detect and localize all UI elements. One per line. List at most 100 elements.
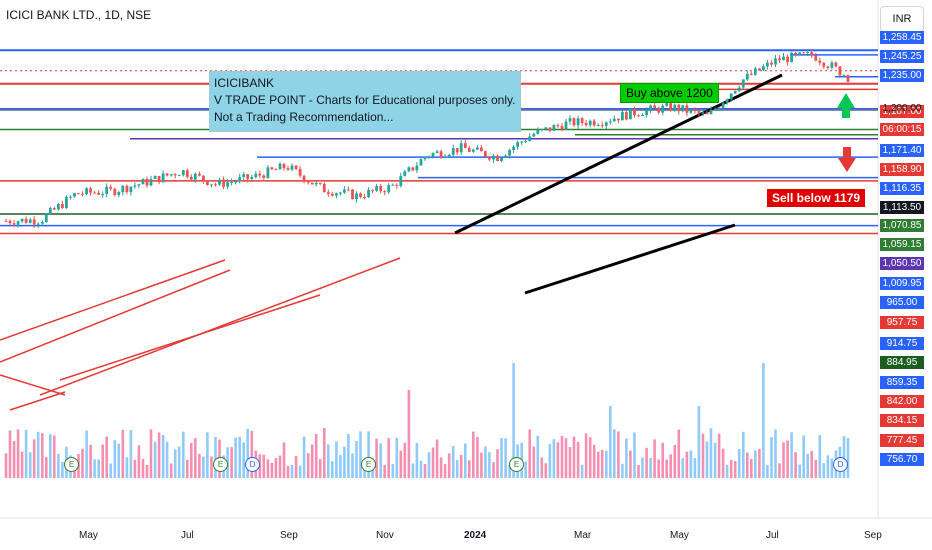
candle <box>387 183 391 195</box>
volume-bar <box>750 459 753 478</box>
volume-bar <box>657 459 660 478</box>
direction-arrows <box>837 93 856 172</box>
volume-bar <box>431 447 435 478</box>
volume-bar <box>12 441 16 478</box>
candle <box>161 170 165 183</box>
candle <box>40 220 44 226</box>
volume-bar <box>238 436 241 478</box>
trendline <box>524 223 736 295</box>
earnings-event-icon[interactable]: E <box>213 457 228 472</box>
volume-bar <box>363 464 366 478</box>
volume-bar <box>580 464 584 478</box>
volume-bar <box>846 437 850 478</box>
candle <box>705 110 709 115</box>
candle <box>516 140 519 150</box>
volume-bar <box>588 437 592 478</box>
candle-body <box>645 109 648 116</box>
x-tick-may: May <box>79 530 98 541</box>
candle <box>532 132 536 138</box>
candle-body <box>689 109 693 113</box>
candle-body <box>367 189 370 198</box>
candle-body <box>278 163 282 170</box>
volume-bar <box>423 464 427 478</box>
volume-bar <box>665 459 668 478</box>
earnings-event-icon[interactable]: E <box>64 457 79 472</box>
candle-body <box>717 107 721 109</box>
x-tick-nov: Nov <box>376 530 394 541</box>
trendline <box>59 294 321 381</box>
candle <box>36 222 40 228</box>
x-tick-mar: Mar <box>574 530 592 541</box>
candle <box>8 219 12 225</box>
dividend-event-icon[interactable]: D <box>245 457 260 472</box>
volume-bar <box>464 443 467 478</box>
price-axis-label: 884.95 <box>880 356 924 369</box>
volume-bar <box>298 465 302 478</box>
price-axis-label: 965.00 <box>880 296 924 309</box>
candle-body <box>621 111 624 121</box>
candle <box>786 54 789 66</box>
candle <box>69 195 72 200</box>
volume-bar <box>85 430 88 478</box>
volume-bar <box>451 446 455 478</box>
volume-bar <box>609 406 612 478</box>
candle-body <box>721 102 725 108</box>
candle <box>741 79 745 90</box>
candle-body <box>202 175 205 181</box>
candle <box>157 175 161 185</box>
volume-bar <box>302 436 306 478</box>
candle-body <box>141 179 145 185</box>
candle <box>842 74 846 78</box>
volume-bar <box>411 463 415 478</box>
candle-body <box>93 192 96 194</box>
candle <box>121 184 125 196</box>
volume-bar <box>57 454 60 478</box>
educational-note[interactable]: ICICIBANK V TRADE POINT - Charts for Edu… <box>209 71 521 132</box>
sell-callout[interactable]: Sell below 1179 <box>767 189 866 207</box>
buy-callout[interactable]: Buy above 1200 <box>620 83 719 103</box>
candle <box>463 139 467 149</box>
candle <box>625 111 628 121</box>
candle-body <box>520 141 524 143</box>
volume-bar <box>528 429 531 478</box>
candle <box>383 189 387 196</box>
candle <box>649 104 652 114</box>
candle <box>798 52 802 55</box>
candle-body <box>830 62 834 68</box>
volume-bar <box>165 441 169 478</box>
candle-body <box>733 90 737 94</box>
candle-body <box>85 188 88 194</box>
candle-body <box>177 175 181 177</box>
volume-bar <box>97 459 100 478</box>
candle-body <box>806 52 810 54</box>
candle <box>73 192 76 198</box>
candle <box>737 85 741 93</box>
candle <box>125 184 129 195</box>
candle <box>608 118 612 125</box>
candle-body <box>161 173 165 183</box>
candle-body <box>403 171 407 177</box>
candle <box>202 175 205 184</box>
candle-body <box>383 191 387 193</box>
volume-bar <box>758 448 761 478</box>
candle <box>467 145 471 152</box>
volume-bar <box>383 464 386 478</box>
candle <box>621 109 624 121</box>
down-arrow <box>838 147 856 172</box>
dividend-event-icon[interactable]: D <box>833 457 848 472</box>
volume-bar <box>492 462 495 478</box>
volume-bar <box>210 456 213 478</box>
candle <box>363 193 366 200</box>
volume-bar <box>242 442 245 478</box>
currency-selector[interactable]: INR <box>880 6 924 32</box>
candle <box>230 178 233 186</box>
candle-body <box>52 208 56 210</box>
candle <box>528 133 532 142</box>
price-axis-label: 1,116.35 <box>880 182 924 195</box>
earnings-event-icon[interactable]: E <box>509 457 524 472</box>
earnings-event-icon[interactable]: E <box>361 457 376 472</box>
candle <box>109 184 113 191</box>
volume-bar <box>677 429 681 478</box>
candle-body <box>137 184 141 186</box>
volume-bar <box>532 446 536 478</box>
